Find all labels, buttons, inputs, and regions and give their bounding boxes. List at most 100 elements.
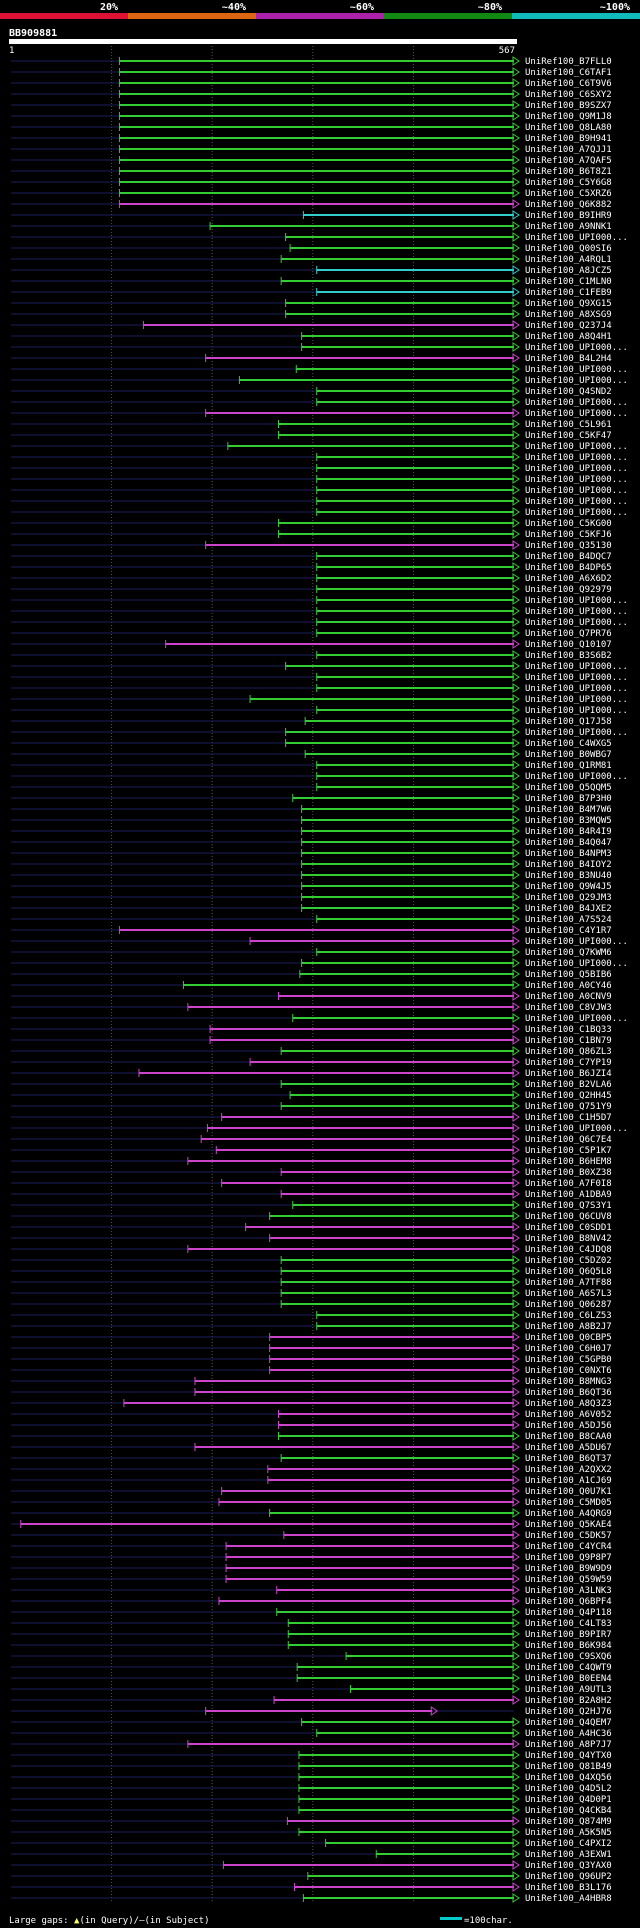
hit-label[interactable]: UniRef100_Q86ZL3: [525, 1047, 612, 1057]
hit-label[interactable]: UniRef100_Q35130: [525, 541, 612, 551]
hit-label[interactable]: UniRef100_C5XRZ6: [525, 189, 612, 199]
hit-label[interactable]: UniRef100_C5DK57: [525, 1531, 612, 1541]
hit-label[interactable]: UniRef100_Q4CKB4: [525, 1806, 612, 1816]
hit-label[interactable]: UniRef100_UPI000...: [525, 233, 628, 243]
hit-label[interactable]: UniRef100_C4LT83: [525, 1619, 612, 1629]
hit-label[interactable]: UniRef100_B4IOY2: [525, 860, 612, 870]
hit-label[interactable]: UniRef100_Q3YAX0: [525, 1861, 612, 1871]
hit-label[interactable]: UniRef100_B6HEM8: [525, 1157, 612, 1167]
hit-label[interactable]: UniRef100_UPI000...: [525, 959, 628, 969]
hit-label[interactable]: UniRef100_A4QRG9: [525, 1509, 612, 1519]
hit-label[interactable]: UniRef100_A6V052: [525, 1410, 612, 1420]
hit-label[interactable]: UniRef100_A0CNV9: [525, 992, 612, 1002]
hit-label[interactable]: UniRef100_A4RQL1: [525, 255, 612, 265]
hit-label[interactable]: UniRef100_Q6CUV8: [525, 1212, 612, 1222]
hit-label[interactable]: UniRef100_Q9P8P7: [525, 1553, 612, 1563]
hit-label[interactable]: UniRef100_B4R4I9: [525, 827, 612, 837]
hit-label[interactable]: UniRef100_A8B2J7: [525, 1322, 612, 1332]
hit-label[interactable]: UniRef100_A1DBA9: [525, 1190, 612, 1200]
hit-label[interactable]: UniRef100_Q0CBP5: [525, 1333, 612, 1343]
hit-label[interactable]: UniRef100_UPI000...: [525, 684, 628, 694]
hit-label[interactable]: UniRef100_B9SZX7: [525, 101, 612, 111]
hit-label[interactable]: UniRef100_UPI000...: [525, 376, 628, 386]
hit-label[interactable]: UniRef100_B2A8H2: [525, 1696, 612, 1706]
hit-label[interactable]: UniRef100_Q751Y9: [525, 1102, 612, 1112]
hit-label[interactable]: UniRef100_UPI000...: [525, 497, 628, 507]
hit-label[interactable]: UniRef100_UPI000...: [525, 662, 628, 672]
hit-label[interactable]: UniRef100_C6H0J7: [525, 1344, 612, 1354]
hit-label[interactable]: UniRef100_Q17J58: [525, 717, 612, 727]
hit-label[interactable]: UniRef100_UPI000...: [525, 937, 628, 947]
hit-label[interactable]: UniRef100_Q4XQ56: [525, 1773, 612, 1783]
hit-label[interactable]: UniRef100_B8NV42: [525, 1234, 612, 1244]
hit-label[interactable]: UniRef100_A8Q3Z3: [525, 1399, 612, 1409]
hit-label[interactable]: UniRef100_C5L961: [525, 420, 612, 430]
hit-label[interactable]: UniRef100_B4L2H4: [525, 354, 612, 364]
hit-label[interactable]: UniRef100_Q7PR76: [525, 629, 612, 639]
hit-label[interactable]: UniRef100_B7P3H0: [525, 794, 612, 804]
hit-label[interactable]: UniRef100_UPI000...: [525, 695, 628, 705]
hit-label[interactable]: UniRef100_B8MNG3: [525, 1377, 612, 1387]
hit-label[interactable]: UniRef100_B6QT36: [525, 1388, 612, 1398]
hit-label[interactable]: UniRef100_C4YCR4: [525, 1542, 612, 1552]
hit-label[interactable]: UniRef100_UPI000...: [525, 508, 628, 518]
hit-label[interactable]: UniRef100_Q59W59: [525, 1575, 612, 1585]
hit-label[interactable]: UniRef100_Q5KAE4: [525, 1520, 612, 1530]
hit-label[interactable]: UniRef100_A4HBR8: [525, 1894, 612, 1904]
hit-label[interactable]: UniRef100_C4PXI2: [525, 1839, 612, 1849]
hit-label[interactable]: UniRef100_Q237J4: [525, 321, 612, 331]
hit-label[interactable]: UniRef100_B4DQC7: [525, 552, 612, 562]
hit-label[interactable]: UniRef100_UPI000...: [525, 706, 628, 716]
hit-label[interactable]: UniRef100_Q1RM81: [525, 761, 612, 771]
hit-label[interactable]: UniRef100_A7S524: [525, 915, 612, 925]
hit-label[interactable]: UniRef100_C0SDD1: [525, 1223, 612, 1233]
hit-label[interactable]: UniRef100_UPI000...: [525, 464, 628, 474]
hit-label[interactable]: UniRef100_C5KF47: [525, 431, 612, 441]
hit-label[interactable]: UniRef100_A9UTL3: [525, 1685, 612, 1695]
hit-label[interactable]: UniRef100_UPI000...: [525, 398, 628, 408]
hit-label[interactable]: UniRef100_B6K984: [525, 1641, 612, 1651]
hit-label[interactable]: UniRef100_UPI000...: [525, 1124, 628, 1134]
hit-label[interactable]: UniRef100_Q4SND2: [525, 387, 612, 397]
hit-label[interactable]: UniRef100_Q4P118: [525, 1608, 612, 1618]
hit-label[interactable]: UniRef100_Q8LA80: [525, 123, 612, 133]
hit-label[interactable]: UniRef100_C4WXG5: [525, 739, 612, 749]
hit-label[interactable]: UniRef100_B4Q047: [525, 838, 612, 848]
hit-label[interactable]: UniRef100_A5DJ56: [525, 1421, 612, 1431]
hit-label[interactable]: UniRef100_Q4QEM7: [525, 1718, 612, 1728]
hit-label[interactable]: UniRef100_C9SXQ6: [525, 1652, 612, 1662]
hit-label[interactable]: UniRef100_B9H941: [525, 134, 612, 144]
hit-label[interactable]: UniRef100_UPI000...: [525, 343, 628, 353]
hit-label[interactable]: UniRef100_B4M7W6: [525, 805, 612, 815]
hit-label[interactable]: UniRef100_C5Y6G8: [525, 178, 612, 188]
hit-label[interactable]: UniRef100_C5P1K7: [525, 1146, 612, 1156]
hit-label[interactable]: UniRef100_C1H5D7: [525, 1113, 612, 1123]
hit-label[interactable]: UniRef100_UPI000...: [525, 365, 628, 375]
hit-label[interactable]: UniRef100_Q874M9: [525, 1817, 612, 1827]
hit-label[interactable]: UniRef100_UPI000...: [525, 475, 628, 485]
hit-label[interactable]: UniRef100_B9PIR7: [525, 1630, 612, 1640]
hit-label[interactable]: UniRef100_Q29JM3: [525, 893, 612, 903]
hit-label[interactable]: UniRef100_C4Y1R7: [525, 926, 612, 936]
hit-label[interactable]: UniRef100_C6T9V6: [525, 79, 612, 89]
hit-label[interactable]: UniRef100_UPI000...: [525, 673, 628, 683]
hit-label[interactable]: UniRef100_B0WBG7: [525, 750, 612, 760]
hit-label[interactable]: UniRef100_Q6C7E4: [525, 1135, 612, 1145]
hit-label[interactable]: UniRef100_B6T8Z1: [525, 167, 612, 177]
hit-label[interactable]: UniRef100_UPI000...: [525, 728, 628, 738]
hit-label[interactable]: UniRef100_UPI000...: [525, 596, 628, 606]
hit-label[interactable]: UniRef100_A3EXW1: [525, 1850, 612, 1860]
hit-label[interactable]: UniRef100_A3LNK3: [525, 1586, 612, 1596]
hit-label[interactable]: UniRef100_C0NXT6: [525, 1366, 612, 1376]
hit-label[interactable]: UniRef100_Q10107: [525, 640, 612, 650]
hit-label[interactable]: UniRef100_Q2HH45: [525, 1091, 612, 1101]
hit-label[interactable]: UniRef100_Q6Q5L8: [525, 1267, 612, 1277]
hit-label[interactable]: UniRef100_B8CAA0: [525, 1432, 612, 1442]
hit-label[interactable]: UniRef100_B6QT37: [525, 1454, 612, 1464]
hit-label[interactable]: UniRef100_B6JZI4: [525, 1069, 612, 1079]
hit-label[interactable]: UniRef100_B4DP65: [525, 563, 612, 573]
hit-label[interactable]: UniRef100_Q9M1J8: [525, 112, 612, 122]
hit-label[interactable]: UniRef100_UPI000...: [525, 618, 628, 628]
hit-label[interactable]: UniRef100_Q2HJ76: [525, 1707, 612, 1717]
hit-label[interactable]: UniRef100_A8P7J7: [525, 1740, 612, 1750]
